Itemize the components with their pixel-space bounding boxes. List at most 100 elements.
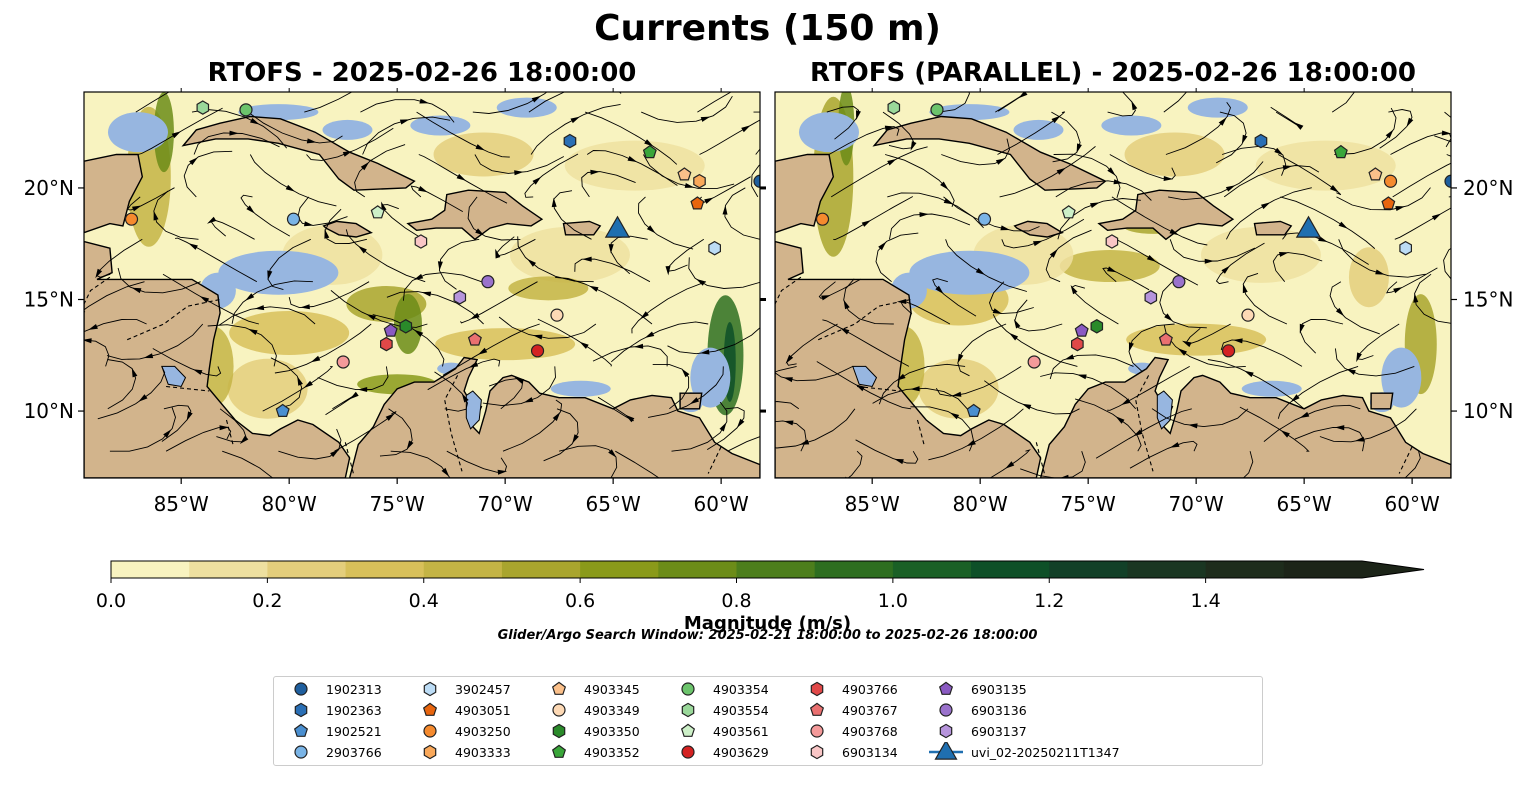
legend-label: 4903352 xyxy=(584,744,640,760)
lake-maracaibo xyxy=(465,390,482,430)
streamline xyxy=(1151,408,1249,428)
streamline-arrow xyxy=(1164,313,1173,322)
streamline-arrow xyxy=(935,285,944,295)
streamline xyxy=(826,106,860,140)
streamline xyxy=(1379,109,1413,149)
country-border xyxy=(166,385,210,392)
streamline xyxy=(875,232,919,283)
streamline-arrow xyxy=(1346,368,1356,375)
colorbar-extension xyxy=(1362,561,1424,578)
colorbar-segment xyxy=(1205,561,1285,578)
legend-marker-circle-icon xyxy=(681,682,695,696)
streamline xyxy=(537,318,612,367)
streamline xyxy=(643,154,735,189)
platform-4903051 xyxy=(1381,196,1396,210)
streamline-arrow xyxy=(633,343,644,349)
platform-3902457 xyxy=(1399,240,1413,256)
streamline-arrow xyxy=(1294,122,1304,130)
streamline-arrow xyxy=(589,83,599,88)
streamline xyxy=(584,111,678,165)
streamline-arrow xyxy=(1076,143,1082,154)
streamline xyxy=(1221,145,1287,176)
streamline-arrow xyxy=(131,287,142,294)
streamline xyxy=(1239,406,1310,452)
streamline xyxy=(135,92,170,113)
streamline-arrow xyxy=(1018,92,1028,99)
platform-legend: 1902313 1902363 1902521 2903766 3902457 49030… xyxy=(273,676,1263,766)
streamline-arrow xyxy=(441,467,450,477)
streamline xyxy=(558,445,618,478)
legend-symbol xyxy=(293,723,309,737)
streamline xyxy=(631,281,707,334)
streamline-arrow xyxy=(254,305,265,311)
country-border xyxy=(1398,446,1413,474)
platform-4903554 xyxy=(196,100,210,115)
country-border xyxy=(84,276,111,305)
colorbar-segment xyxy=(892,561,972,578)
streamline xyxy=(775,401,800,410)
legend-item: 1902363 xyxy=(282,700,382,720)
legend-item: 4903352 xyxy=(540,742,640,762)
legend-item: 4903051 xyxy=(411,700,511,720)
streamline-arrow xyxy=(1225,185,1236,192)
platform-6903134 xyxy=(414,234,428,249)
streamline-arrow xyxy=(229,130,239,136)
platform-4903354 xyxy=(930,103,944,117)
legend-item: 4903345 xyxy=(540,679,640,699)
streamline xyxy=(553,190,592,240)
streamline-arrow xyxy=(297,376,303,386)
streamline xyxy=(390,450,451,478)
shallow-shelf xyxy=(322,119,373,140)
lon-tick-label: 85°W xyxy=(154,492,209,516)
streamline xyxy=(438,238,480,290)
streamline xyxy=(989,449,1031,478)
streamline xyxy=(1051,111,1081,163)
land-central xyxy=(84,240,351,478)
legend-item: 1902521 xyxy=(282,721,382,741)
lat-tick-label: 10°N xyxy=(1463,399,1513,423)
legend-label: 4903554 xyxy=(713,702,769,718)
legend-marker-hexagon-icon xyxy=(810,681,824,697)
streamline xyxy=(597,396,634,422)
streamline-arrow xyxy=(531,95,542,103)
land-puertorico xyxy=(562,220,602,236)
streamline xyxy=(1129,440,1198,469)
current-magnitude-area xyxy=(1124,132,1225,177)
streamline-arrow xyxy=(1169,442,1180,448)
streamline-arrow xyxy=(248,328,258,335)
streamline-arrow xyxy=(143,353,154,359)
streamline xyxy=(1336,187,1431,211)
streamline-arrow xyxy=(1299,323,1305,334)
legend-marker-hexagon-icon xyxy=(423,744,437,760)
legend-symbol xyxy=(294,682,308,696)
platform-4903767 xyxy=(467,332,482,346)
streamline xyxy=(460,281,538,324)
streamline xyxy=(581,171,636,198)
streamline xyxy=(345,229,426,283)
lon-tick-label: 60°W xyxy=(1385,492,1440,516)
legend-symbol xyxy=(681,702,695,718)
streamline-arrow xyxy=(640,311,649,320)
streamline xyxy=(775,420,807,452)
country-border xyxy=(817,298,912,341)
platform-4903250 xyxy=(124,212,139,226)
streamline xyxy=(528,92,622,113)
streamline-arrow xyxy=(421,291,432,297)
streamline-arrow xyxy=(821,295,831,301)
streamline-arrow xyxy=(219,425,229,431)
streamline xyxy=(354,144,406,198)
streamline xyxy=(828,126,900,155)
streamline-arrow xyxy=(579,341,589,349)
streamline-arrow xyxy=(696,278,706,286)
streamline-arrow xyxy=(1221,265,1230,274)
streamline-arrow xyxy=(896,299,907,304)
legend-marker-circle-icon xyxy=(939,703,953,717)
streamline-arrow xyxy=(360,161,370,171)
streamline xyxy=(615,450,660,478)
legend-symbol xyxy=(552,723,566,739)
streamline-arrow xyxy=(940,181,949,190)
shallow-shelf xyxy=(496,97,557,118)
streamline-arrow xyxy=(131,367,138,378)
streamline xyxy=(1390,132,1451,155)
streamline-arrow xyxy=(245,293,255,301)
